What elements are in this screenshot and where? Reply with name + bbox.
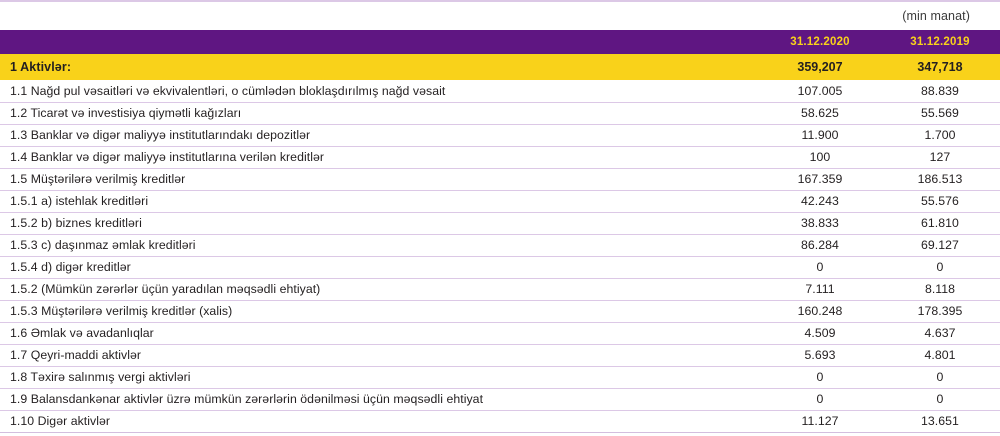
row-value-2020: 38.833 bbox=[760, 212, 880, 235]
row-value-2019: 88.839 bbox=[880, 80, 1000, 103]
table-row: 1.5.3 Müştərilərə verilmiş kreditlər (xa… bbox=[0, 300, 1000, 323]
row-value-2020: 5.693 bbox=[760, 344, 880, 367]
table-body: 1 Aktivlər: 359,207 347,718 1.1 Nağd pul… bbox=[0, 54, 1000, 433]
row-label: 1.5 Müştərilərə verilmiş kreditlər bbox=[0, 168, 760, 191]
table-row: 1.5.2 (Mümkün zərərlər üçün yaradılan mə… bbox=[0, 278, 1000, 301]
row-value-2020: 0 bbox=[760, 256, 880, 279]
total-row-value-2019: 347,718 bbox=[917, 60, 963, 74]
table-row: 1.5.4 d) digər kreditlər 0 0 bbox=[0, 256, 1000, 279]
unit-note: (min manat) bbox=[902, 9, 970, 23]
total-row-value-2020: 359,207 bbox=[797, 60, 843, 74]
table-row: 1.5 Müştərilərə verilmiş kreditlər 167.3… bbox=[0, 168, 1000, 191]
column-header-2019: 31.12.2019 bbox=[910, 36, 970, 48]
row-value-2019: 0 bbox=[880, 256, 1000, 279]
table-row: 1.8 Təxirə salınmış vergi aktivləri 0 0 bbox=[0, 366, 1000, 389]
row-label: 1.5.3 c) daşınmaz əmlak kreditləri bbox=[0, 234, 760, 257]
table-row: 1.1 Nağd pul vəsaitləri və ekvivalentlər… bbox=[0, 80, 1000, 103]
row-value-2019: 0 bbox=[880, 366, 1000, 389]
row-value-2019: 0 bbox=[880, 388, 1000, 411]
table-row: 1.2 Ticarət və investisiya qiymətli kağı… bbox=[0, 102, 1000, 125]
row-value-2020: 0 bbox=[760, 366, 880, 389]
row-value-2020: 11.127 bbox=[760, 410, 880, 433]
unit-note-bar: (min manat) bbox=[0, 2, 1000, 30]
row-label: 1.9 Balansdankənar aktivlər üzrə mümkün … bbox=[0, 388, 760, 411]
row-value-2019: 55.569 bbox=[880, 102, 1000, 125]
row-label: 1.5.1 a) istehlak kreditləri bbox=[0, 190, 760, 213]
table-row: 1.6 Əmlak və avadanlıqlar 4.509 4.637 bbox=[0, 322, 1000, 345]
row-value-2020: 107.005 bbox=[760, 80, 880, 103]
row-value-2020: 4.509 bbox=[760, 322, 880, 345]
row-label: 1.5.2 (Mümkün zərərlər üçün yaradılan mə… bbox=[0, 278, 760, 301]
row-value-2019: 4.801 bbox=[880, 344, 1000, 367]
row-value-2020: 42.243 bbox=[760, 190, 880, 213]
row-value-2020: 58.625 bbox=[760, 102, 880, 125]
row-value-2019: 13.651 bbox=[880, 410, 1000, 433]
table-row: 1.5.2 b) biznes kreditləri 38.833 61.810 bbox=[0, 212, 1000, 235]
row-label: 1.10 Digər aktivlər bbox=[0, 410, 760, 433]
row-label: 1.8 Təxirə salınmış vergi aktivləri bbox=[0, 366, 760, 389]
row-label: 1.5.3 Müştərilərə verilmiş kreditlər (xa… bbox=[0, 300, 760, 323]
row-value-2019: 1.700 bbox=[880, 124, 1000, 147]
table-row: 1.5.3 c) daşınmaz əmlak kreditləri 86.28… bbox=[0, 234, 1000, 257]
table-row: 1.10 Digər aktivlər 11.127 13.651 bbox=[0, 410, 1000, 433]
row-label: 1.6 Əmlak və avadanlıqlar bbox=[0, 322, 760, 345]
table-row: 1.3 Banklar və digər maliyyə institutlar… bbox=[0, 124, 1000, 147]
row-value-2019: 127 bbox=[880, 146, 1000, 169]
row-value-2020: 0 bbox=[760, 388, 880, 411]
row-value-2019: 55.576 bbox=[880, 190, 1000, 213]
row-value-2019: 8.118 bbox=[880, 278, 1000, 301]
row-value-2020: 100 bbox=[760, 146, 880, 169]
row-label: 1.5.2 b) biznes kreditləri bbox=[0, 212, 760, 235]
row-label: 1.5.4 d) digər kreditlər bbox=[0, 256, 760, 279]
column-header-2020: 31.12.2020 bbox=[790, 36, 850, 48]
row-value-2019: 4.637 bbox=[880, 322, 1000, 345]
row-value-2020: 86.284 bbox=[760, 234, 880, 257]
row-label: 1.3 Banklar və digər maliyyə institutlar… bbox=[0, 124, 760, 147]
assets-table: 31.12.2020 31.12.2019 1 Aktivlər: 359,20… bbox=[0, 30, 1000, 433]
table-header-row: 31.12.2020 31.12.2019 bbox=[0, 30, 1000, 54]
table-header: 31.12.2020 31.12.2019 bbox=[0, 30, 1000, 54]
row-value-2019: 61.810 bbox=[880, 212, 1000, 235]
table-row: 1.4 Banklar və digər maliyyə institutlar… bbox=[0, 146, 1000, 169]
column-header-label bbox=[0, 30, 760, 54]
row-label: 1.4 Banklar və digər maliyyə institutlar… bbox=[0, 146, 760, 169]
total-row-assets: 1 Aktivlər: 359,207 347,718 bbox=[0, 54, 1000, 80]
table-row: 1.5.1 a) istehlak kreditləri 42.243 55.5… bbox=[0, 190, 1000, 213]
row-value-2020: 7.111 bbox=[760, 278, 880, 301]
row-label: 1.7 Qeyri-maddi aktivlər bbox=[0, 344, 760, 367]
table-row: 1.7 Qeyri-maddi aktivlər 5.693 4.801 bbox=[0, 344, 1000, 367]
row-value-2020: 11.900 bbox=[760, 124, 880, 147]
row-value-2020: 160.248 bbox=[760, 300, 880, 323]
row-value-2019: 186.513 bbox=[880, 168, 1000, 191]
row-value-2020: 167.359 bbox=[760, 168, 880, 191]
row-label: 1.2 Ticarət və investisiya qiymətli kağı… bbox=[0, 102, 760, 125]
total-row-label: 1 Aktivlər: bbox=[10, 60, 72, 74]
row-value-2019: 69.127 bbox=[880, 234, 1000, 257]
table-row: 1.9 Balansdankənar aktivlər üzrə mümkün … bbox=[0, 388, 1000, 411]
row-label: 1.1 Nağd pul vəsaitləri və ekvivalentlər… bbox=[0, 80, 760, 103]
row-value-2019: 178.395 bbox=[880, 300, 1000, 323]
